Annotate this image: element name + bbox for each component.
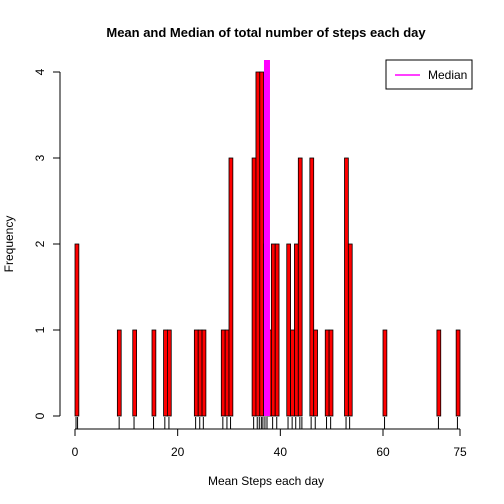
histogram-bar (74, 243, 80, 417)
histogram-bar (347, 243, 353, 417)
histogram-bar (286, 243, 291, 417)
chart-title: Mean and Median of total number of steps… (106, 25, 426, 40)
histogram-bar (116, 329, 122, 417)
histogram-bar (324, 329, 330, 417)
histogram-bar (436, 329, 442, 417)
histogram-bar (290, 329, 295, 417)
histogram-bar (251, 157, 257, 417)
x-tick-label: 60 (376, 445, 390, 459)
y-tick-label: 3 (33, 154, 47, 161)
x-tick-label: 0 (72, 445, 79, 459)
y-axis: 0 1 2 3 4 (33, 68, 61, 419)
x-axis-label: Mean Steps each day (208, 474, 324, 488)
histogram-bar (193, 329, 199, 417)
histogram-bar (224, 329, 230, 417)
histogram-bar (344, 157, 349, 417)
histogram-bar (274, 243, 280, 417)
histogram-bar (328, 329, 334, 417)
y-tick-label: 4 (33, 68, 47, 75)
legend: Median (385, 59, 473, 90)
x-axis: 0 20 40 60 75 (72, 428, 467, 459)
histogram-bar (255, 71, 261, 417)
histogram-bar (166, 329, 172, 417)
x-tick-label: 75 (453, 445, 467, 459)
bars (74, 71, 461, 417)
histogram-bar (270, 243, 276, 417)
y-tick-label: 1 (33, 326, 47, 333)
histogram-bar (197, 329, 203, 417)
y-tick-label: 2 (33, 240, 47, 247)
y-axis-label: Frequency (2, 216, 16, 273)
histogram-bar (220, 329, 226, 417)
histogram-bar (297, 157, 303, 417)
histogram-bar (259, 71, 265, 417)
histogram-bar (132, 329, 137, 417)
rug-plot (75, 417, 458, 429)
histogram-bar (455, 329, 461, 417)
legend-label: Median (428, 68, 467, 82)
histogram-bar (313, 329, 318, 417)
histogram-bar (309, 157, 315, 417)
histogram-bar (151, 329, 157, 417)
y-tick-label: 0 (33, 412, 47, 419)
histogram-bar (163, 329, 168, 417)
histogram-bar (294, 243, 299, 417)
histogram-bar (201, 329, 207, 417)
histogram-bar (382, 329, 388, 417)
x-tick-label: 40 (274, 445, 288, 459)
histogram-bar (228, 157, 234, 417)
x-tick-label: 20 (171, 445, 185, 459)
